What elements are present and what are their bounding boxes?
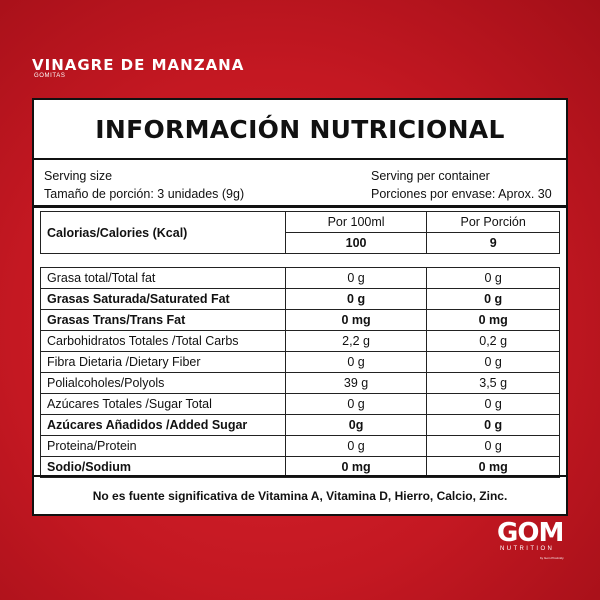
gom-logo: GOM xyxy=(497,518,564,548)
nutrient-per-100ml: 0 g xyxy=(284,393,428,415)
nutrient-per-portion: 0 g xyxy=(426,435,560,457)
panel-title: INFORMACIÓN NUTRICIONAL xyxy=(34,100,566,160)
nutrient-per-100ml: 0 g xyxy=(284,267,428,289)
gom-logo-by: by Gom Proximity xyxy=(540,556,564,560)
nutrient-per-100ml: 0 g xyxy=(284,435,428,457)
nutrient-per-portion: 0,2 g xyxy=(426,330,560,352)
nutrient-label: Sodio/Sodium xyxy=(40,456,286,478)
per-portion-header: Por Porción xyxy=(426,211,560,233)
calories-per-portion: 9 xyxy=(426,232,560,254)
nutrient-per-portion: 0 g xyxy=(426,393,560,415)
nutrient-label: Grasas Saturada/Saturated Fat xyxy=(40,288,286,310)
serving-size-value: Tamaño de porción: 3 unidades (9g) xyxy=(44,187,245,201)
nutrient-per-100ml: 0g xyxy=(284,414,428,436)
serving-size-label: Serving size xyxy=(44,169,113,183)
calories-label: Calorias/Calories (Kcal) xyxy=(40,211,286,254)
serving-info: Serving size Tamaño de porción: 3 unidad… xyxy=(34,160,566,208)
nutrient-per-portion: 0 mg xyxy=(426,456,560,478)
calories-per-100ml: 100 xyxy=(284,232,428,254)
nutrient-label: Polialcoholes/Polyols xyxy=(40,372,286,394)
nutrition-table: Calorias/Calories (Kcal) Por 100ml Por P… xyxy=(40,211,560,478)
nutrient-label: Proteina/Protein xyxy=(40,435,286,457)
nutrient-label: Azúcares Añadidos /Added Sugar xyxy=(40,414,286,436)
nutrient-label: Grasa total/Total fat xyxy=(40,267,286,289)
footer-note: No es fuente significativa de Vitamina A… xyxy=(34,475,566,514)
nutrient-per-100ml: 0 g xyxy=(284,351,428,373)
nutrient-label: Azúcares Totales /Sugar Total xyxy=(40,393,286,415)
nutrient-label: Carbohidratos Totales /Total Carbs xyxy=(40,330,286,352)
nutrition-panel: INFORMACIÓN NUTRICIONAL Serving size Tam… xyxy=(32,98,568,516)
per-100ml-header: Por 100ml xyxy=(284,211,428,233)
servings-per-container-label: Serving per container xyxy=(371,169,490,183)
nutrient-per-100ml: 39 g xyxy=(284,372,428,394)
nutrient-per-portion: 0 mg xyxy=(426,309,560,331)
nutrient-per-100ml: 2,2 g xyxy=(284,330,428,352)
table-row: Azúcares Añadidos /Added Sugar 0g 0 g xyxy=(40,414,560,436)
table-row: Sodio/Sodium 0 mg 0 mg xyxy=(40,456,560,478)
table-row: Grasas Trans/Trans Fat 0 mg 0 mg xyxy=(40,309,560,331)
nutrient-label: Fibra Dietaria /Dietary Fiber xyxy=(40,351,286,373)
nutrient-per-100ml: 0 mg xyxy=(284,309,428,331)
nutrient-per-100ml: 0 mg xyxy=(284,456,428,478)
brand-subtitle: GOMITAS xyxy=(34,73,66,79)
nutrient-per-portion: 0 g xyxy=(426,267,560,289)
table-spacer xyxy=(40,253,560,268)
table-row: Polialcoholes/Polyols 39 g 3,5 g xyxy=(40,372,560,394)
brand-title: VINAGRE DE MANZANA xyxy=(32,56,245,74)
servings-per-container-value: Porciones por envase: Aprox. 30 xyxy=(371,187,552,201)
nutrient-per-portion: 0 g xyxy=(426,414,560,436)
gom-logo-sub: NUTRITION xyxy=(500,546,555,552)
nutrient-label: Grasas Trans/Trans Fat xyxy=(40,309,286,331)
nutrient-per-100ml: 0 g xyxy=(284,288,428,310)
calories-header-row: Calorias/Calories (Kcal) Por 100ml Por P… xyxy=(40,211,560,254)
nutrient-per-portion: 3,5 g xyxy=(426,372,560,394)
nutrient-per-portion: 0 g xyxy=(426,351,560,373)
nutrient-per-portion: 0 g xyxy=(426,288,560,310)
